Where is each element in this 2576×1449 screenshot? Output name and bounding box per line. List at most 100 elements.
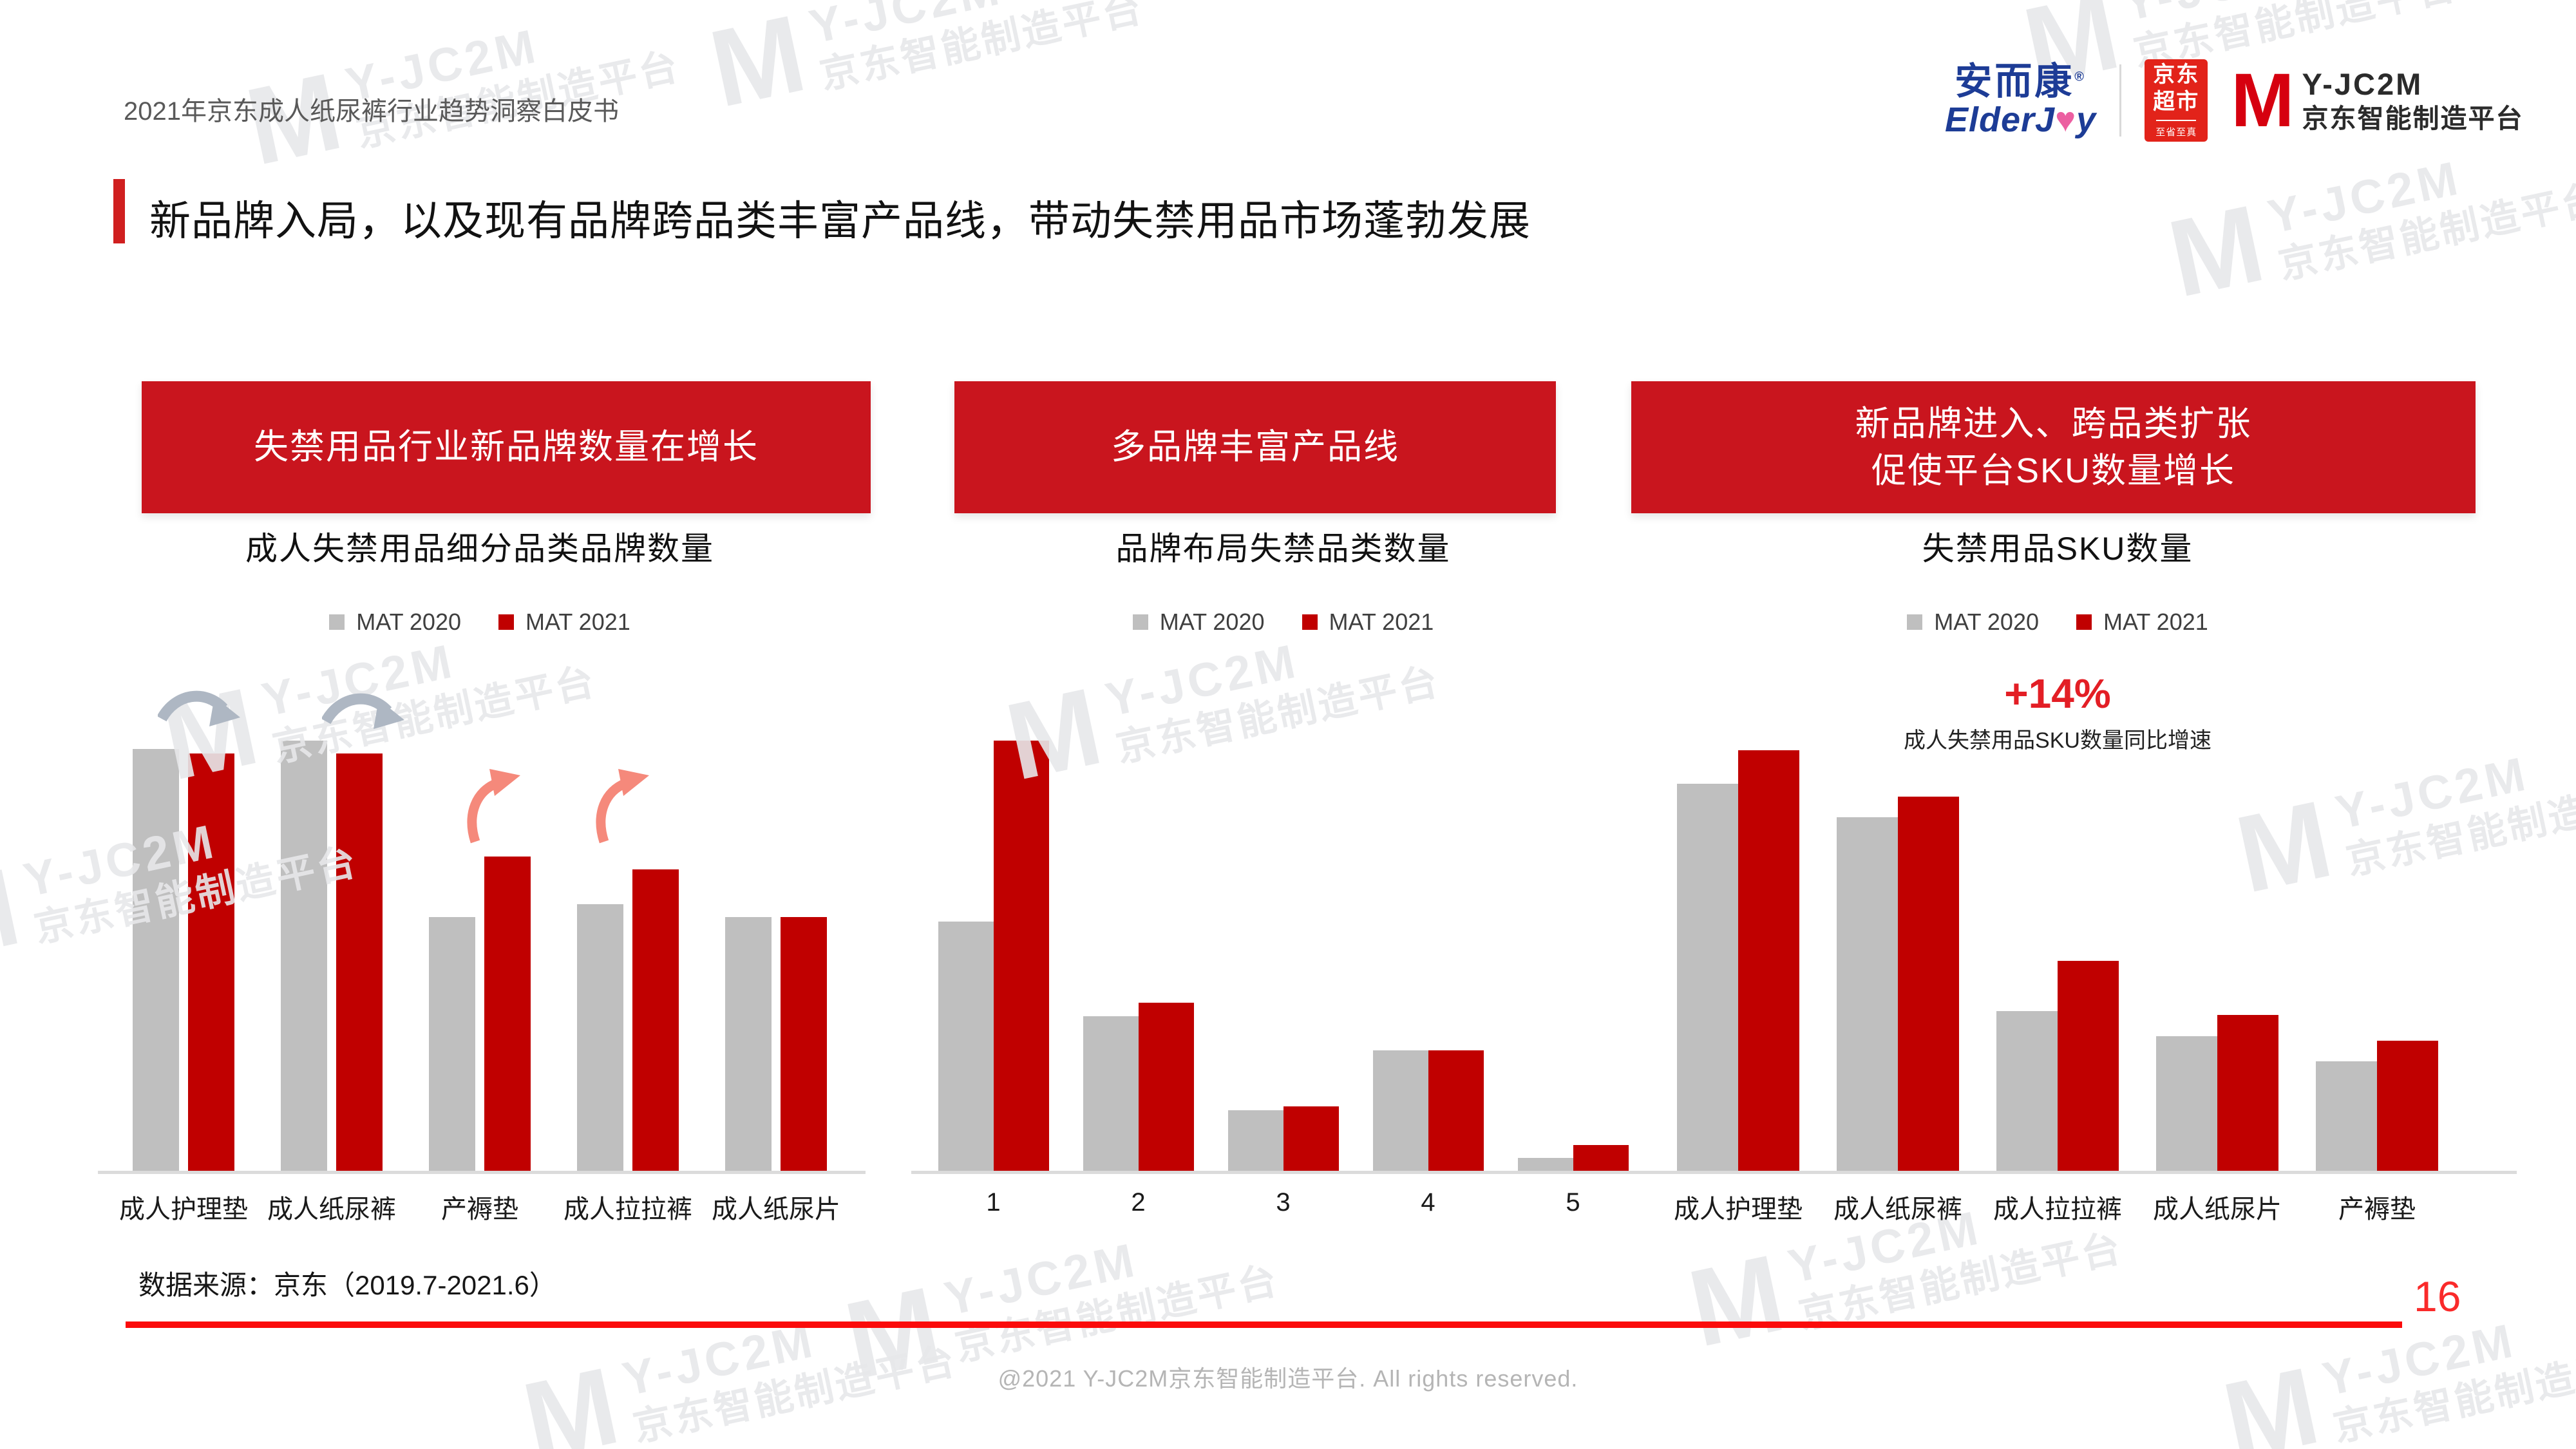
bar-group [1066,741,1211,1171]
legend-label-mat2021: MAT 2021 [526,609,630,635]
bar-mat2020-5 [1517,1157,1573,1171]
legend-label-mat2021: MAT 2021 [1329,609,1434,635]
legend-swatch-mat2020 [1907,614,1923,630]
bar-pair-3 [1227,741,1339,1171]
chart3-title: 失禁用品SKU数量 [1922,531,2193,567]
bar-group [1818,750,1978,1171]
growth-arrow-icon [596,769,649,844]
jd-logo-line1: 京东 [2153,62,2200,88]
page-number: 16 [2414,1273,2461,1320]
decline-arrow-icon [158,690,240,726]
bar-group [1211,741,1356,1171]
data-source-note: 数据来源：京东（2019.7-2021.6） [138,1270,556,1300]
bar-mat2021-2 [1138,1003,1194,1171]
elderjoy-en-label: ElderJ♥y [1945,100,2097,140]
chart-sku-count [1658,750,2457,1171]
legend-swatch-mat2021 [2076,614,2092,630]
bar-mat2020-5 [2316,1061,2377,1171]
x-axis-label: 产褥垫 [2338,1195,2416,1224]
bar-pair-4 [2156,750,2278,1171]
x-axis-label: 产褥垫 [441,1195,518,1224]
bar-mat2021-5 [781,916,827,1171]
banner-text: 多品牌丰富产品线 [1111,428,1399,467]
footer-divider-line [126,1321,2402,1328]
x-axis-label: 5 [1566,1188,1580,1217]
chart-categories-per-brand [921,741,1645,1171]
decline-arrow-icon [322,693,404,729]
x-axis-label: 成人纸尿片 [2153,1195,2282,1224]
legend-label-mat2021: MAT 2021 [2103,609,2208,635]
bar-mat2021-5 [2377,1040,2438,1171]
chart-brand-count-by-category [109,741,850,1171]
banner-text-line2: 促使平台SKU数量增长 [1871,451,2236,490]
bar-pair-4 [577,741,679,1171]
bar-group [406,741,554,1171]
yjc2m-name: Y-JC2M [2302,67,2423,102]
bar-mat2020-1 [938,921,994,1171]
x-axis-label: 成人纸尿裤 [1833,1195,1962,1224]
banner-sku-growth: 新品牌进入、跨品类扩张 促使平台SKU数量增长 [1631,381,2476,513]
legend-label-mat2020: MAT 2020 [1934,609,2039,635]
sku-growth-rate: +14% [2004,670,2111,717]
yjc2m-m-icon: M [2231,57,2294,143]
bar-mat2021-4 [632,869,679,1171]
bar-pair-2 [281,741,383,1171]
yjc2m-m-icon: M [700,0,810,131]
bar-mat2020-2 [1837,817,1898,1171]
legend-swatch-mat2020 [1132,614,1148,630]
bar-mat2020-3 [429,916,475,1171]
bar-mat2021-4 [1428,1050,1484,1171]
bar-mat2021-3 [1283,1106,1339,1171]
banner-text-line1: 新品牌进入、跨品类扩张 [1855,404,2252,443]
bar-group [109,741,258,1171]
bar-pair-4 [1372,741,1484,1171]
chart2-x-axis [911,1171,1652,1174]
page-title: 新品牌入局，以及现有品牌跨品类丰富产品线，带动失禁用品市场蓬勃发展 [149,198,1531,244]
bar-pair-3 [1996,750,2119,1171]
banner-text: 失禁用品行业新品牌数量在增长 [254,428,759,467]
x-axis-label: 成人护理垫 [1674,1195,1803,1224]
chart2-title: 品牌布局失禁品类数量 [1115,531,1451,567]
bar-mat2020-2 [1083,1016,1139,1171]
chart2-x-labels: 1 2 3 4 5 [921,1188,1645,1217]
bar-pair-3 [429,741,531,1171]
bar-group [1658,750,1818,1171]
bar-mat2020-1 [1677,784,1738,1171]
logo-divider [2119,64,2122,137]
bar-group [554,741,702,1171]
bar-mat2021-1 [1738,750,1799,1171]
legend-swatch-mat2021 [498,614,514,630]
elderjoy-logo: 安而康® ElderJ♥y [1945,62,2096,138]
bar-pair-1 [1677,750,1799,1171]
heart-icon: ♥ [2055,100,2077,140]
bar-group [1978,750,2137,1171]
brand-logo-row: 安而康® ElderJ♥y 京东 超市 至省至真 M Y-JC2M 京东智能制造… [1945,59,2524,142]
bar-mat2020-4 [1372,1050,1428,1171]
title-accent-bar [113,179,125,243]
bar-mat2021-2 [1898,796,1959,1171]
yjc2m-m-icon: M [1679,1233,1789,1370]
yjc2m-m-icon: M [2159,183,2269,321]
chart2-legend: MAT 2020 MAT 2021 [921,609,1645,636]
bar-mat2020-3 [1996,1010,2058,1171]
bar-group [258,741,406,1171]
jd-logo-divider [2156,119,2197,121]
bar-mat2020-2 [281,741,327,1171]
x-axis-label: 成人拉拉裤 [1993,1195,2122,1224]
jd-logo-tagline: 至省至真 [2155,126,2197,138]
bar-mat2021-1 [993,741,1049,1171]
yjc2m-cn-name: 京东智能制造平台 [2302,103,2524,133]
legend-swatch-mat2020 [329,614,345,630]
x-axis-label: 成人拉拉裤 [564,1195,692,1224]
jd-supermarket-logo: 京东 超市 至省至真 [2145,59,2208,142]
yjc2m-m-icon: M [0,846,24,984]
chart3-legend: MAT 2020 MAT 2021 [1658,609,2457,636]
bar-pair-2 [1837,750,1959,1171]
document-header: 2021年京东成人纸尿裤行业趋势洞察白皮书 [124,97,619,126]
bar-pair-2 [1083,741,1194,1171]
bar-group [1356,741,1501,1171]
chart1-x-labels: 成人护理垫 成人纸尿裤 产褥垫 成人拉拉裤 成人纸尿片 [109,1188,850,1226]
